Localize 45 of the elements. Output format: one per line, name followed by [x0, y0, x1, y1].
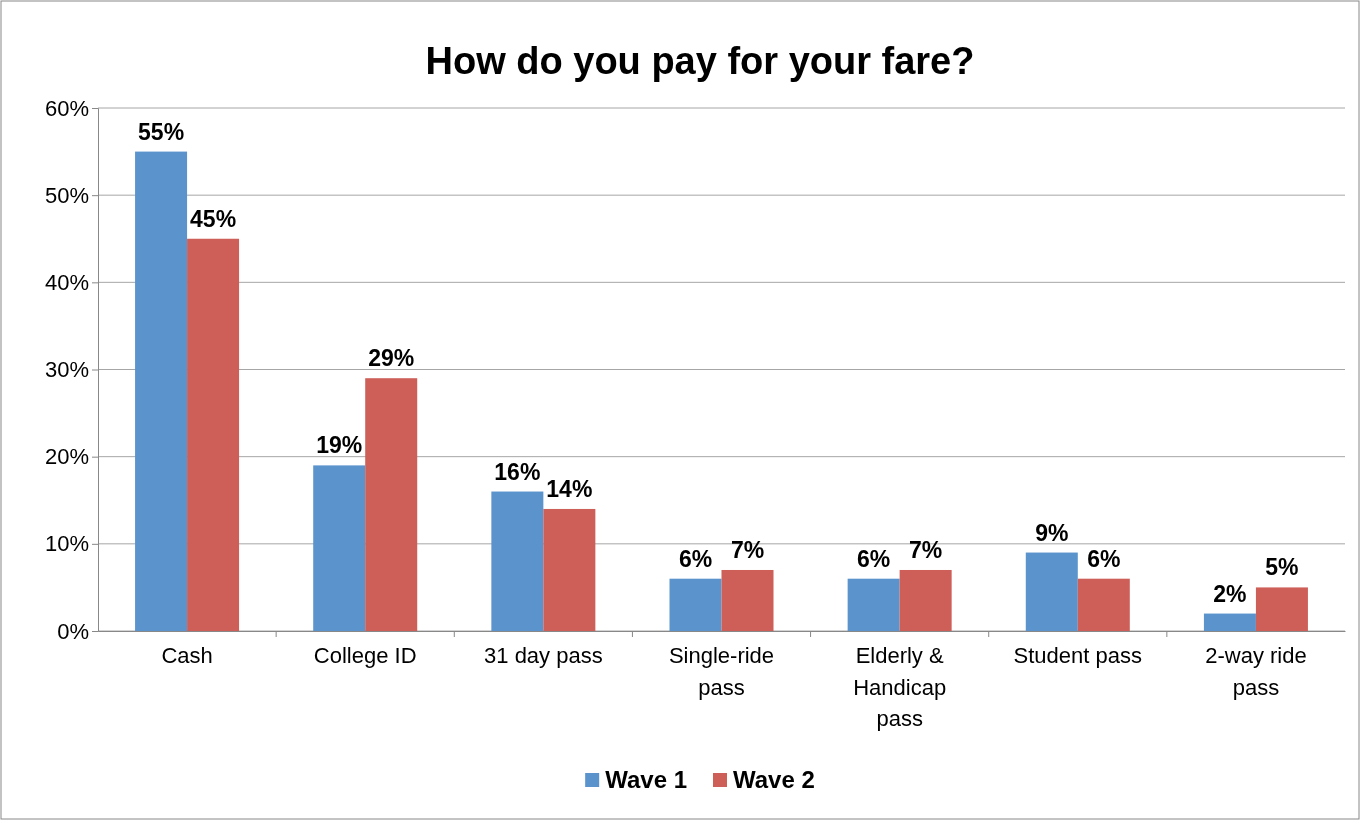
x-tick-label: Single-ride pass	[668, 642, 775, 700]
data-label: 5%	[1265, 554, 1299, 581]
data-label: 45%	[190, 205, 237, 232]
bar	[491, 491, 544, 631]
bar	[669, 578, 722, 631]
data-label: 19%	[316, 432, 363, 459]
bar	[1203, 613, 1256, 631]
bar	[313, 465, 366, 631]
data-label: 7%	[730, 536, 765, 563]
x-tick-label: 31 day pass	[484, 642, 603, 668]
data-label: 7%	[909, 536, 943, 563]
bar	[899, 569, 952, 631]
data-label: 6%	[857, 545, 891, 572]
y-tick-label: 30%	[44, 357, 89, 383]
bar	[721, 569, 774, 631]
legend-label: Wave 2	[733, 766, 815, 793]
x-tick-label: Student pass	[1013, 642, 1142, 668]
data-label: 55%	[138, 118, 185, 145]
bar	[847, 578, 900, 631]
data-label: 9%	[1035, 519, 1069, 546]
x-tick-label: Elderly & Handicap pass	[853, 642, 947, 732]
y-tick-label: 40%	[44, 269, 89, 295]
data-label: 6%	[1087, 545, 1121, 572]
bar	[543, 508, 596, 631]
bar	[1077, 578, 1130, 631]
y-tick-label: 20%	[44, 444, 89, 470]
bar	[365, 378, 418, 631]
data-label: 29%	[368, 345, 415, 372]
y-tick-label: 10%	[44, 531, 89, 557]
x-tick-label: 2-way ride pass	[1205, 642, 1307, 700]
chart-title: How do you pay for your fare?	[425, 40, 975, 82]
data-label: 14%	[546, 475, 593, 502]
y-tick-label: 60%	[44, 95, 89, 121]
x-tick-label: Cash	[161, 642, 213, 668]
legend-label: Wave 1	[605, 766, 687, 793]
bar	[187, 238, 240, 631]
data-label: 6%	[678, 545, 713, 572]
data-label: 2%	[1213, 580, 1247, 607]
y-tick-label: 0%	[57, 618, 89, 644]
bar	[1025, 552, 1078, 631]
data-label: 16%	[494, 458, 541, 485]
bar	[1255, 587, 1308, 631]
x-tick-label: College ID	[313, 642, 417, 668]
bar	[135, 151, 188, 631]
y-tick-label: 50%	[44, 182, 89, 208]
